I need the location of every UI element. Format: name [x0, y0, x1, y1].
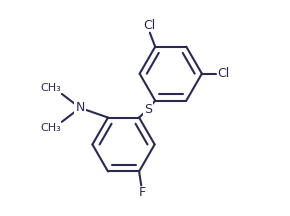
Text: N: N	[75, 101, 85, 114]
Text: Cl: Cl	[144, 19, 156, 32]
Text: F: F	[139, 186, 146, 199]
Text: CH₃: CH₃	[40, 123, 61, 133]
Text: S: S	[144, 103, 152, 116]
Text: CH₃: CH₃	[40, 83, 61, 93]
Text: Cl: Cl	[217, 67, 229, 80]
